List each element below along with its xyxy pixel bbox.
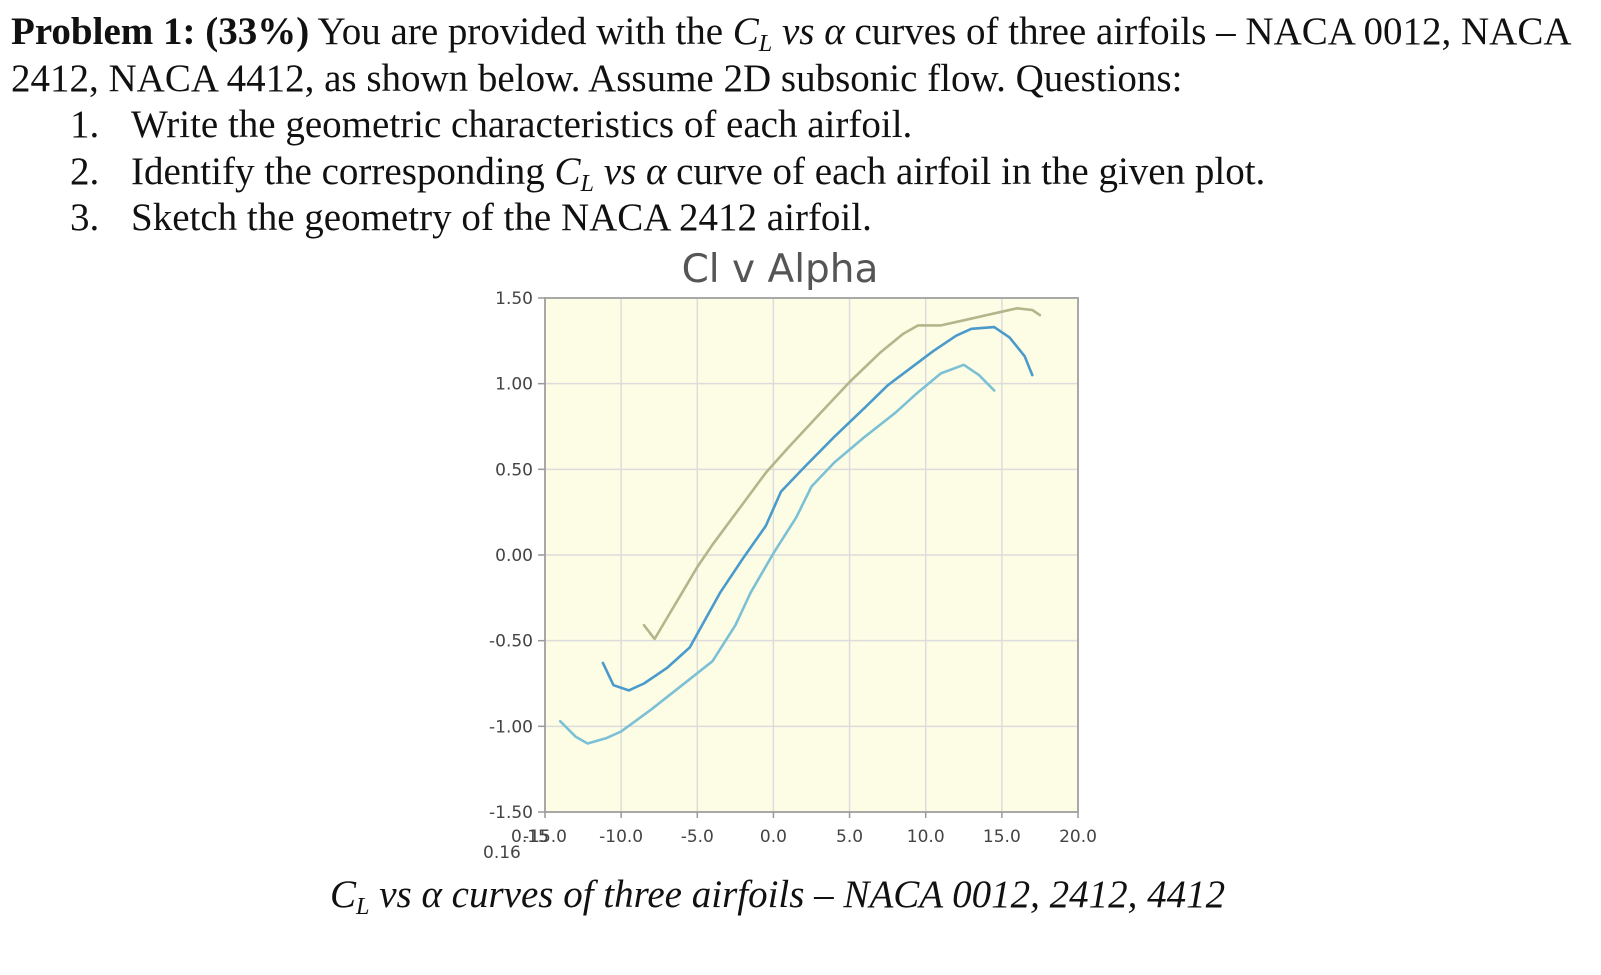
question-2: 2. Identify the corresponding CL vs α cur… xyxy=(70,149,1265,196)
x-tick-label: 5.0 xyxy=(836,827,863,847)
figure-caption: CL vs α curves of three airfoils – NACA … xyxy=(330,872,1290,920)
series-group xyxy=(558,307,1042,745)
stray-label: 0.16 xyxy=(483,843,521,863)
grid xyxy=(545,297,1078,813)
question-text: Write the geometric characteristics of e… xyxy=(131,103,913,146)
series-line-1 xyxy=(642,307,1042,641)
y-tick-label: 1.00 xyxy=(495,375,533,395)
question-list: 1. Write the geometric characteristics of… xyxy=(70,102,1265,242)
alpha-symbol: α xyxy=(824,10,845,53)
cl-symbol: CL xyxy=(732,10,773,57)
y-tick-label: 0.50 xyxy=(495,460,533,480)
chart-svg: Cl v Alpha 1.50 1.00 0.50 0.00 -0.50 -1.00 -1.… xyxy=(483,247,1097,863)
vs-text: vs xyxy=(772,10,825,53)
y-axis: 1.50 1.00 0.50 0.00 -0.50 -1.00 -1.50 xyxy=(489,289,545,823)
y-tick-label: -1.50 xyxy=(489,803,533,823)
cl-symbol: CL xyxy=(554,149,594,197)
x-tick-label: 0.0 xyxy=(760,827,787,847)
x-tick-label: -15.0 xyxy=(523,827,567,847)
series-line-3 xyxy=(558,363,996,745)
problem-text-before: You are provided with the xyxy=(309,10,733,53)
x-tick-label: -10.0 xyxy=(599,827,643,847)
x-tick-label: 15.0 xyxy=(983,827,1021,847)
problem-text-after: curves of three airfoils – NACA 0012, NA… xyxy=(11,10,1570,100)
x-tick-label: 10.0 xyxy=(907,827,945,847)
series-line-2 xyxy=(601,325,1034,692)
question-3: 3. Sketch the geometry of the NACA 2412 a… xyxy=(70,195,1265,242)
y-tick-label: -0.50 xyxy=(489,632,533,652)
question-1: 1. Write the geometric characteristics of… xyxy=(70,102,1265,149)
y-tick-label: 1.50 xyxy=(495,289,533,309)
problem-weight: (33%) xyxy=(205,10,310,53)
chart-title: Cl v Alpha xyxy=(682,247,879,292)
x-tick-label: -5.0 xyxy=(681,827,714,847)
y-tick-label: 0.00 xyxy=(495,546,533,566)
cl-alpha-chart: Cl v Alpha 1.50 1.00 0.50 0.00 -0.50 -1.00 -1.… xyxy=(470,240,1130,880)
question-text-post: curve of each airfoil in the given plot. xyxy=(666,149,1266,193)
caption-text: vs α curves of three airfoils – NACA 001… xyxy=(369,873,1226,916)
question-number: 3. xyxy=(70,196,100,239)
alpha-symbol: α xyxy=(645,149,667,193)
question-text-pre: Identify the corresponding xyxy=(131,149,555,193)
x-tick-label: 20.0 xyxy=(1059,827,1097,847)
question-text: Sketch the geometry of the NACA 2412 air… xyxy=(131,196,872,239)
question-number: 2. xyxy=(70,149,100,193)
y-tick-label: -1.00 xyxy=(489,717,533,737)
stray-label: 0.15 xyxy=(511,827,549,847)
problem-label: Problem 1: xyxy=(11,10,196,53)
x-axis: -15.0 -10.0 -5.0 0.0 5.0 10.0 15.0 20.0 xyxy=(523,812,1097,847)
problem-statement: Problem 1: (33%) You are provided with t… xyxy=(11,8,1591,102)
vs-text: vs xyxy=(593,149,646,193)
question-number: 1. xyxy=(70,103,100,146)
caption-cl-symbol: CL xyxy=(330,873,370,920)
stray-labels: 0.150.16 xyxy=(483,827,549,863)
